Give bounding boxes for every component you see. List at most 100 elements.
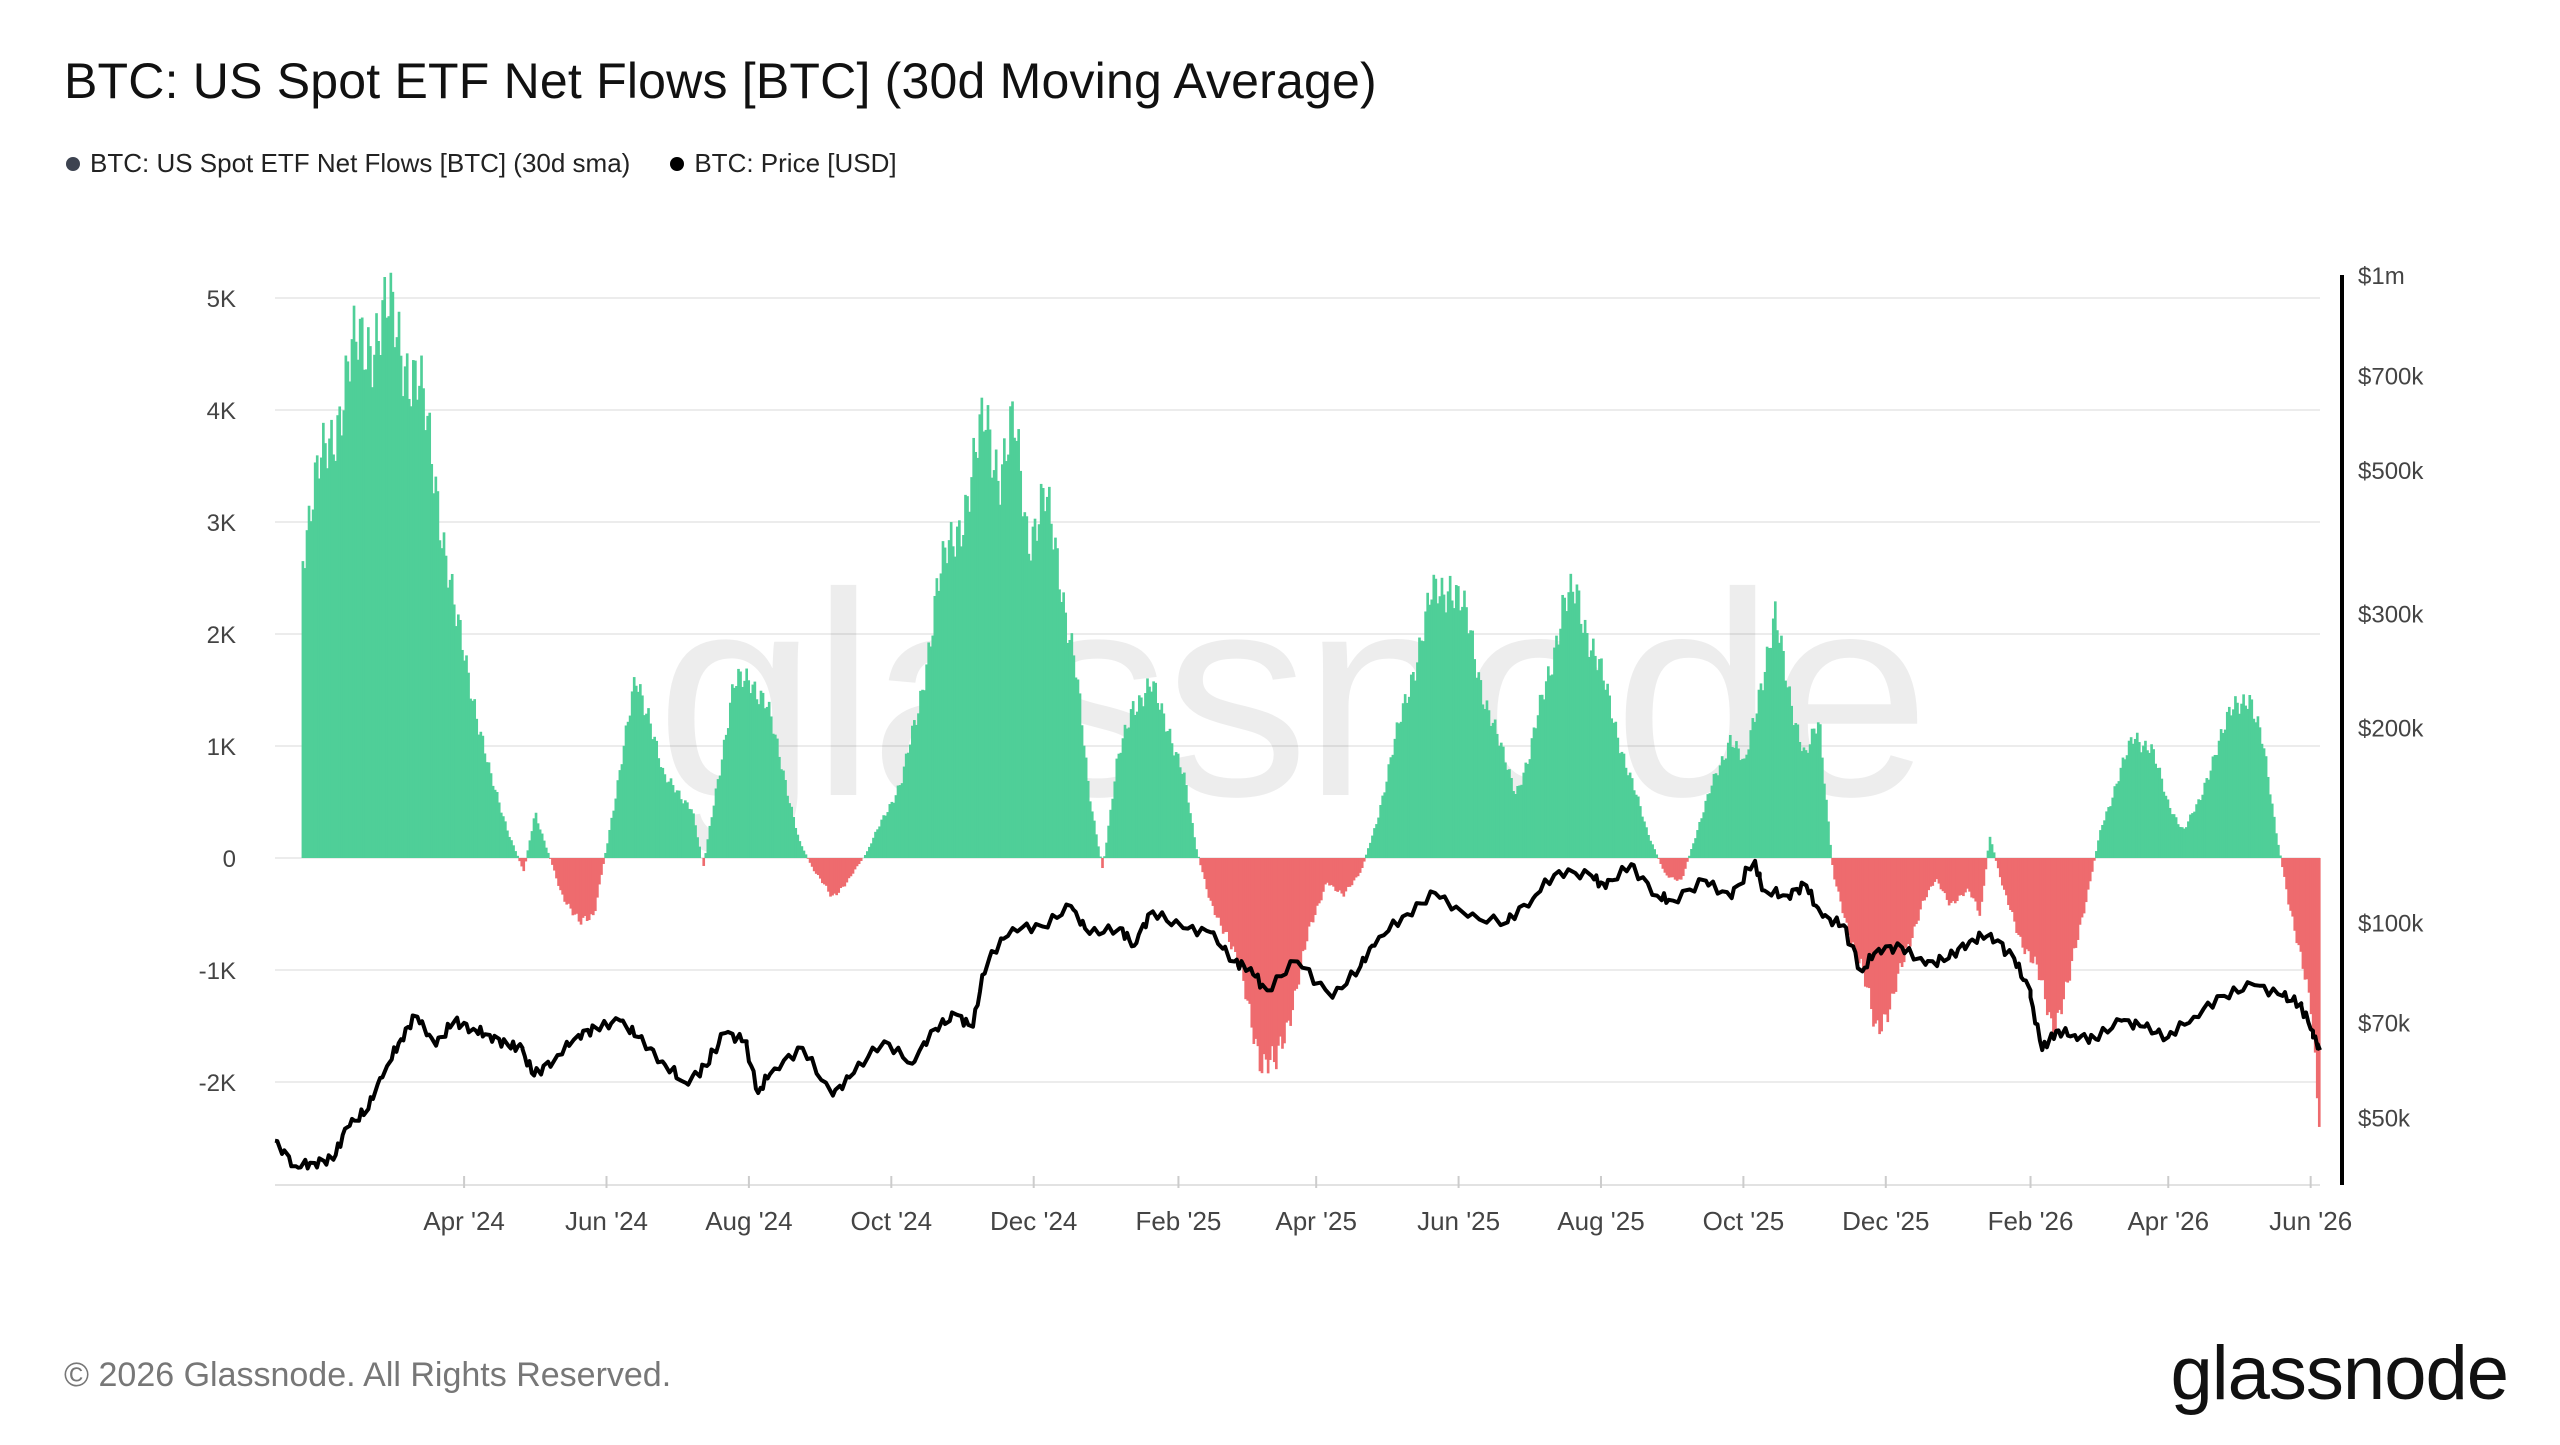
net-flow-bar <box>718 775 722 858</box>
net-flow-bar <box>1608 695 1611 858</box>
net-flow-bar <box>821 858 824 884</box>
net-flow-bar <box>1823 783 1826 858</box>
net-flow-bar <box>2050 858 2053 1019</box>
net-flow-bar <box>694 825 697 858</box>
net-flow-bar <box>2195 804 2198 858</box>
legend-item-price[interactable]: BTC: Price [USD] <box>670 148 897 179</box>
net-flow-bar <box>1444 612 1448 858</box>
legend-label-net-flows: BTC: US Spot ETF Net Flows [BTC] (30d sm… <box>90 148 631 178</box>
net-flow-bar <box>1751 718 1755 858</box>
net-flow-bar <box>1309 858 1313 922</box>
net-flow-bar <box>1407 696 1411 858</box>
net-flow-bar <box>634 685 638 858</box>
net-flow-bar <box>1634 794 1638 858</box>
net-flow-bar <box>489 773 493 858</box>
net-flow-bar <box>2180 827 2184 858</box>
net-flow-bar <box>1223 858 1227 933</box>
net-flow-bar <box>896 785 900 858</box>
net-flow-bars <box>301 272 2321 1127</box>
net-flow-bar <box>532 818 536 858</box>
x-axis: Apr '24 Jun '24 Aug '24 Oct '24 Dec '24 Feb '… <box>275 1176 2352 1236</box>
net-flow-bar <box>1575 584 1579 858</box>
net-flow-bar <box>714 788 718 858</box>
net-flow-bar <box>2293 858 2297 931</box>
net-flow-bar <box>1082 745 1086 858</box>
net-flow-bar <box>1203 858 1207 879</box>
net-flow-bar <box>526 850 530 858</box>
net-flow-bar <box>2227 706 2231 858</box>
net-flow-bar <box>1951 858 1955 902</box>
net-flow-bar <box>868 846 871 858</box>
net-flow-bar <box>1508 769 1511 858</box>
net-flow-bar <box>446 587 450 858</box>
net-flow-bar <box>2246 708 2250 858</box>
net-flow-bar <box>2131 743 2135 858</box>
net-flow-bar <box>1923 858 1926 901</box>
net-flow-bar <box>514 851 517 858</box>
net-flow-bar <box>432 493 436 858</box>
net-flow-bar <box>1931 858 1935 886</box>
net-flow-bar <box>808 858 812 863</box>
y-right-tick-label: $1m <box>2358 263 2405 290</box>
net-flow-bar <box>2146 750 2149 858</box>
net-flow-bar <box>1941 858 1945 892</box>
net-flow-bar <box>1109 809 1113 858</box>
net-flow-bar <box>1123 724 1127 858</box>
net-flow-bar <box>1884 858 1888 1015</box>
net-flow-bar <box>1712 774 1716 858</box>
net-flow-bar <box>553 858 556 871</box>
net-flow-bar <box>2148 752 2151 858</box>
net-flow-bar <box>1849 858 1853 944</box>
net-flow-bar <box>1473 659 1477 858</box>
net-flow-bar <box>1812 728 1816 858</box>
net-flow-bar <box>886 812 890 858</box>
net-flow-bar <box>1618 753 1622 858</box>
net-flow-bar <box>1675 858 1679 881</box>
net-flow-bar <box>1872 858 1875 1027</box>
net-flow-bar <box>2093 858 2096 861</box>
legend-item-net-flows[interactable]: BTC: US Spot ETF Net Flows [BTC] (30d sm… <box>66 148 630 179</box>
net-flow-bar <box>1919 858 1922 910</box>
net-flow-bar <box>753 681 757 858</box>
net-flow-bar <box>2197 799 2200 858</box>
net-flow-bar <box>1645 827 1648 858</box>
net-flow-bar <box>1561 594 1564 858</box>
net-flow-bar <box>1600 658 1603 858</box>
net-flow-bar <box>504 821 507 858</box>
net-flow-bar <box>2029 858 2033 963</box>
price-line[interactable] <box>274 858 2322 1171</box>
net-flow-bar <box>1454 585 1458 858</box>
net-flow-bar <box>1299 858 1303 965</box>
net-flow-bar <box>2189 814 2192 858</box>
net-flow-bar <box>1542 699 1546 858</box>
net-flow-bar <box>573 858 577 915</box>
net-flow-bar <box>1778 642 1781 858</box>
net-flow-bar <box>604 852 607 858</box>
net-flow-bar <box>2088 858 2092 882</box>
net-flow-bar <box>1612 722 1616 858</box>
net-flow-bar <box>2072 858 2076 949</box>
net-flow-bar <box>549 858 552 859</box>
net-flow-bar <box>2115 783 2119 858</box>
net-flow-bar <box>870 843 873 858</box>
net-flow-bar <box>1264 858 1268 1060</box>
net-flow-bar <box>1405 702 1409 858</box>
net-flow-bar <box>902 766 906 858</box>
net-flow-bar <box>1567 592 1571 858</box>
net-flow-bar <box>1958 858 1961 896</box>
net-flow-bar <box>377 341 380 858</box>
net-flow-bar <box>2221 732 2225 858</box>
net-flow-bar <box>2158 767 2162 858</box>
net-flow-bar <box>1806 752 1810 858</box>
net-flow-bar <box>1759 683 1763 858</box>
net-flow-bar <box>1636 796 1640 858</box>
net-flow-bar <box>1882 858 1886 1015</box>
net-flow-bar <box>2232 709 2235 858</box>
net-flow-bar <box>823 858 826 885</box>
brand-logo[interactable]: glassnode <box>2170 1331 2509 1416</box>
net-flow-bar <box>1549 675 1552 858</box>
net-flow-bar <box>1021 516 1025 858</box>
net-flow-bar <box>594 858 597 912</box>
net-flow-bar <box>317 478 321 858</box>
